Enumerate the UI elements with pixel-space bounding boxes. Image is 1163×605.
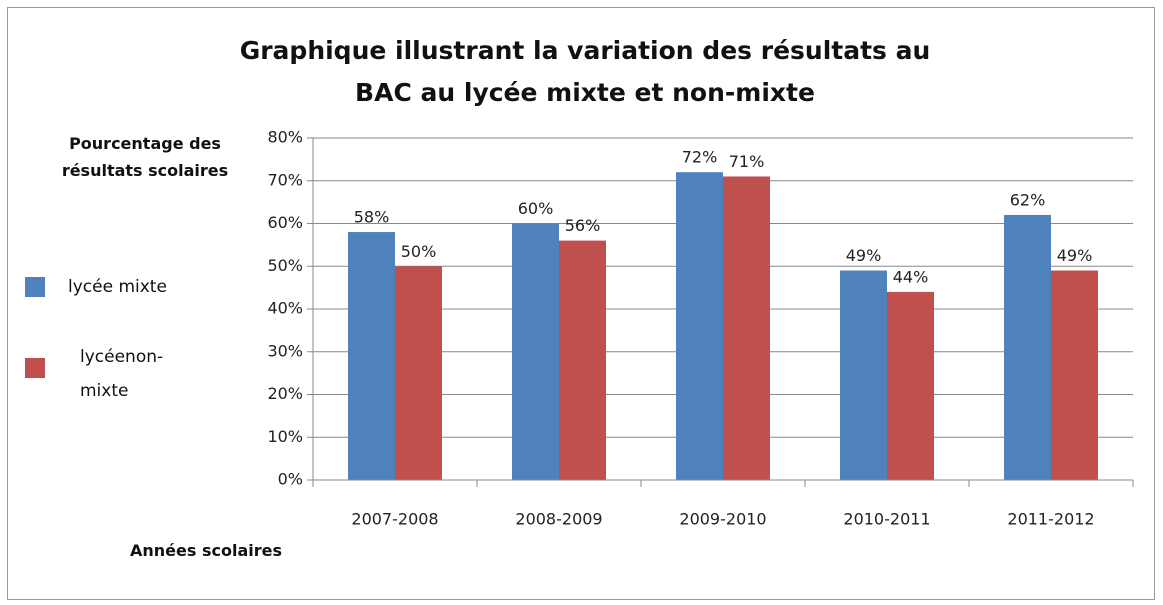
x-tick-label: 2008-2009 [515, 510, 602, 529]
bar [348, 232, 395, 480]
x-axis-label: Années scolaires [130, 541, 282, 560]
y-axis-label: Pourcentage des résultats scolaires [61, 134, 229, 180]
value-label: 60% [518, 199, 554, 218]
legend-swatch [25, 358, 45, 378]
bar [887, 291, 934, 480]
bar [512, 223, 559, 480]
y-tick-label: 20% [267, 384, 303, 403]
value-label: 44% [893, 267, 929, 286]
chart-title: Graphique illustrant la variation des ré… [239, 36, 931, 107]
value-label: 50% [401, 242, 437, 261]
legend-swatch [25, 277, 45, 297]
bar [395, 266, 442, 480]
value-label: 49% [846, 246, 882, 265]
value-label: 72% [682, 148, 718, 167]
y-tick-label: 80% [267, 128, 303, 147]
value-label: 58% [354, 208, 390, 227]
x-tick-label: 2007-2008 [351, 510, 438, 529]
x-tick-label: 2009-2010 [679, 510, 766, 529]
x-tick-label: 2010-2011 [843, 510, 930, 529]
value-label: 62% [1010, 190, 1046, 209]
x-tick-label: 2011-2012 [1007, 510, 1094, 529]
y-tick-label: 10% [267, 427, 303, 446]
bar [1051, 270, 1098, 480]
value-label: 56% [565, 216, 601, 235]
y-tick-label: 70% [267, 170, 303, 189]
y-tick-label: 40% [267, 299, 303, 318]
y-tick-label: 50% [267, 256, 303, 275]
bar [723, 176, 770, 480]
bar [559, 240, 606, 480]
y-tick-label: 60% [267, 213, 303, 232]
bar [1004, 214, 1051, 480]
y-tick-label: 0% [278, 470, 303, 489]
value-label: 71% [729, 152, 765, 171]
legend-label: lycée mixte [68, 277, 167, 297]
bar [676, 172, 723, 480]
value-label: 49% [1057, 246, 1093, 265]
y-tick-label: 30% [267, 341, 303, 360]
legend-label: lycéenon-mixte [80, 347, 164, 401]
bar [840, 270, 887, 480]
